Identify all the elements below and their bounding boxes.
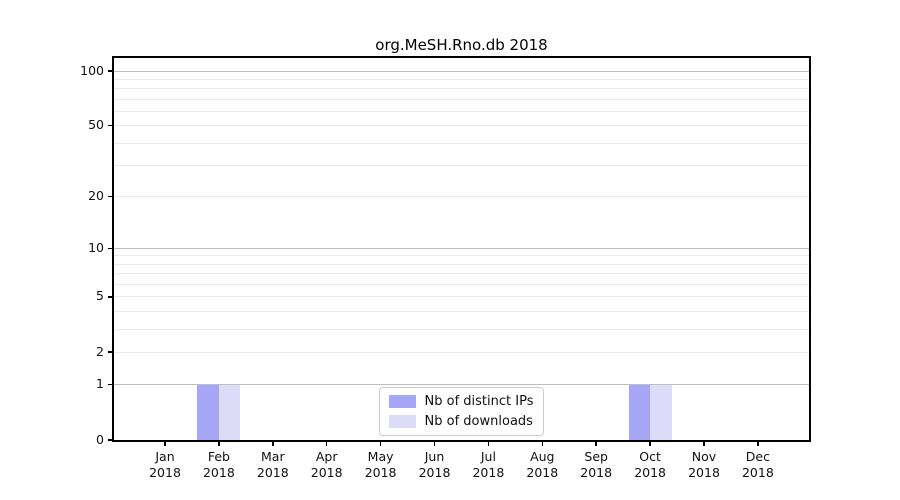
- bar-feb-nb-of-downloads: [218, 384, 241, 440]
- x-tick-month: May: [367, 449, 394, 464]
- y-gridline-minor: [114, 196, 809, 198]
- y-gridline-major: [114, 247, 809, 249]
- x-tick-label: Sep 2018: [564, 449, 628, 481]
- x-tick-label: May 2018: [349, 449, 413, 481]
- x-tick-mark: [757, 441, 759, 446]
- x-tick-label: Jun 2018: [403, 449, 467, 481]
- x-tick-mark: [649, 441, 651, 446]
- y-tick-label: 2: [96, 343, 104, 359]
- x-tick-mark: [325, 441, 328, 446]
- y-tick-mark: [108, 439, 114, 441]
- x-tick-year: 2018: [472, 465, 505, 480]
- x-tick-mark: [487, 441, 490, 446]
- y-gridline-minor: [114, 263, 809, 265]
- legend: Nb of distinct IPs Nb of downloads: [378, 387, 545, 436]
- y-gridline-minor: [114, 78, 809, 80]
- x-tick-mark: [703, 441, 705, 446]
- y-tick-mark: [108, 124, 114, 127]
- legend-swatch-downloads: [388, 415, 416, 428]
- x-tick-year: 2018: [741, 465, 774, 480]
- x-tick-mark: [541, 441, 544, 446]
- x-tick-label: Apr 2018: [295, 449, 359, 481]
- x-tick-label: Jul 2018: [456, 449, 520, 481]
- x-tick-month: Nov: [691, 449, 717, 464]
- x-tick-year: 2018: [256, 465, 289, 480]
- x-tick-label: Feb 2018: [187, 449, 251, 481]
- x-tick-label: Jan 2018: [133, 449, 197, 481]
- y-tick-label: 0: [96, 431, 104, 447]
- y-gridline-minor: [114, 283, 809, 285]
- y-gridline-major: [114, 70, 809, 72]
- legend-swatch-distinct-ips: [388, 395, 416, 408]
- chart-title: org.MeSH.Rno.db 2018: [375, 36, 548, 54]
- x-tick-month: Jan: [155, 449, 175, 464]
- x-tick-month: Feb: [207, 449, 230, 464]
- bar-feb-nb-of-distinct-ips: [197, 384, 219, 440]
- x-tick-label: Aug 2018: [510, 449, 574, 481]
- x-tick-mark: [433, 441, 436, 446]
- y-tick-mark: [108, 383, 114, 386]
- x-tick-year: 2018: [418, 465, 451, 480]
- y-tick-label: 1: [96, 376, 104, 392]
- y-tick-label: 20: [88, 188, 104, 204]
- y-tick-mark: [108, 296, 114, 298]
- x-tick-month: Dec: [745, 449, 770, 464]
- x-tick-mark: [379, 441, 382, 446]
- x-tick-label: Oct 2018: [618, 449, 682, 481]
- x-tick-month: Oct: [639, 449, 661, 464]
- x-tick-mark: [272, 441, 274, 446]
- bar-oct-nb-of-distinct-ips: [628, 384, 651, 440]
- plot-area: Nb of distinct IPs Nb of downloads: [112, 56, 811, 442]
- y-gridline-minor: [114, 88, 809, 90]
- y-gridline-minor: [114, 351, 809, 353]
- x-tick-year: 2018: [149, 465, 181, 480]
- y-gridline-minor: [114, 296, 809, 298]
- x-tick-year: 2018: [202, 465, 235, 480]
- x-tick-label: Nov 2018: [672, 449, 736, 481]
- y-gridline-minor: [114, 255, 809, 257]
- y-tick-mark: [108, 195, 114, 198]
- x-tick-month: Mar: [261, 449, 285, 464]
- y-tick-mark: [108, 247, 114, 250]
- y-tick-label: 100: [80, 62, 104, 78]
- legend-label-downloads: Nb of downloads: [424, 414, 533, 429]
- x-tick-month: Jun: [424, 449, 445, 464]
- x-tick-year: 2018: [580, 465, 613, 480]
- x-tick-month: Aug: [530, 449, 555, 464]
- y-tick-label: 50: [88, 117, 104, 133]
- y-tick-label: 5: [96, 288, 104, 304]
- x-tick-mark: [595, 441, 597, 446]
- x-tick-mark: [218, 441, 220, 446]
- y-gridline-minor: [114, 125, 809, 127]
- y-gridline-minor: [114, 110, 809, 112]
- x-tick-month: Jul: [480, 449, 496, 464]
- x-tick-year: 2018: [364, 465, 397, 480]
- y-gridline-minor: [114, 310, 809, 312]
- y-gridline-minor: [114, 273, 809, 275]
- x-tick-year: 2018: [634, 465, 666, 480]
- y-tick-label: 10: [88, 239, 104, 255]
- x-tick-year: 2018: [310, 465, 343, 480]
- x-tick-label: Dec 2018: [726, 449, 790, 481]
- legend-item-distinct-ips: Nb of distinct IPs: [388, 394, 534, 409]
- x-tick-label: Mar 2018: [241, 449, 305, 481]
- x-tick-month: Apr: [315, 449, 338, 464]
- x-tick-mark: [164, 441, 166, 446]
- y-gridline-minor: [114, 142, 809, 144]
- x-tick-month: Sep: [584, 449, 608, 464]
- bar-oct-nb-of-downloads: [650, 384, 672, 440]
- y-gridline-minor: [114, 328, 809, 330]
- y-gridline-minor: [114, 98, 809, 100]
- y-tick-mark: [108, 70, 114, 72]
- x-tick-year: 2018: [526, 465, 559, 480]
- x-tick-year: 2018: [688, 465, 720, 480]
- y-gridline-major: [114, 384, 809, 386]
- legend-label-distinct-ips: Nb of distinct IPs: [424, 394, 534, 409]
- y-tick-mark: [108, 351, 114, 353]
- y-gridline-minor: [114, 165, 809, 167]
- legend-item-downloads: Nb of downloads: [388, 414, 534, 429]
